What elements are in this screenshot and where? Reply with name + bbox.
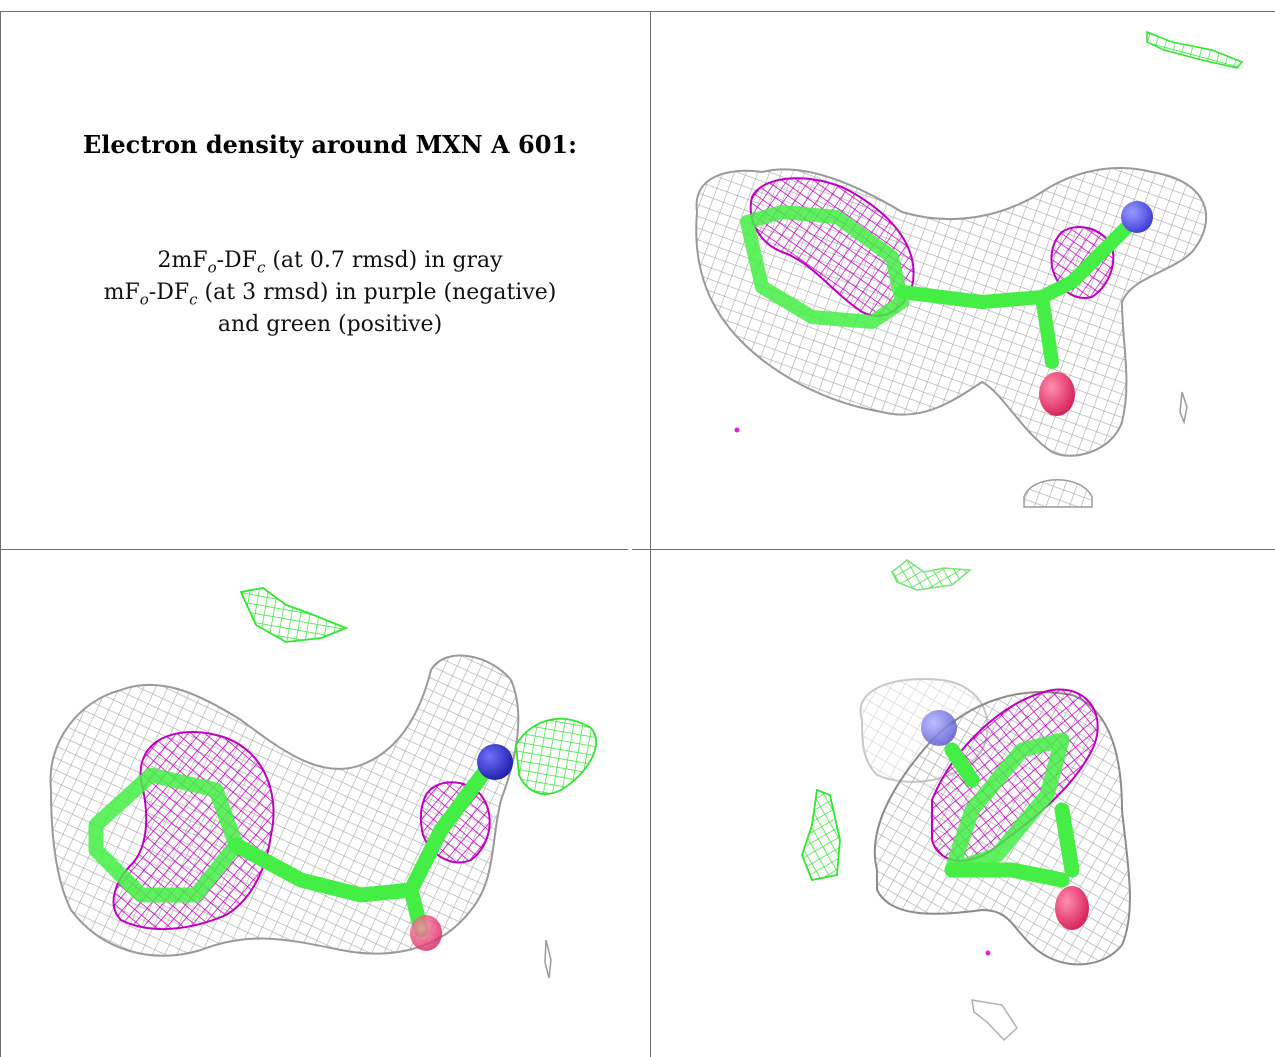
caption-line-positive: and green (positive) <box>217 312 443 337</box>
view-bottom-right <box>652 550 1275 1057</box>
frame-middle-horizontal-right <box>632 549 1275 550</box>
caption-line-2fofc-sub-c: c <box>256 258 266 277</box>
density-positive-blob-top <box>1146 30 1244 69</box>
density-positive-blob-left <box>801 788 841 882</box>
caption-line-2fofc-pre: 2mF <box>157 248 208 273</box>
density-2fofc-blob <box>1023 479 1093 508</box>
frame-left <box>0 11 1 1057</box>
density-2fofc-sliver <box>544 939 552 979</box>
view-bottom-left-render <box>49 587 597 979</box>
view-bottom-left <box>1 550 650 1057</box>
nitrogen-atom <box>1121 201 1153 233</box>
caption-line-fofc-sub-c: c <box>189 290 198 309</box>
view-bottom-right-render <box>801 558 1131 1042</box>
frame-top <box>0 11 1275 12</box>
density-negative-speck <box>985 950 991 956</box>
density-positive-blob-right <box>515 718 597 795</box>
oxygen-atom <box>1055 886 1089 930</box>
caption-line-fofc-sub-o: o <box>139 290 149 309</box>
nitrogen-atom <box>477 744 513 780</box>
ligand-sticks <box>740 205 1139 369</box>
oxygen-atom <box>1039 372 1075 416</box>
density-2fofc-blob <box>971 999 1018 1042</box>
frame-middle-horizontal-left <box>0 549 628 550</box>
caption-line-fofc-post: (at 3 rmsd) in purple (negative) <box>197 280 557 305</box>
density-positive-blob-top <box>890 558 973 591</box>
view-top-right <box>652 12 1275 548</box>
caption-line-fofc-mid: -DF <box>148 280 190 305</box>
caption-line-fofc: mFo-DFc (at 3 rmsd) in purple (negative) <box>10 280 650 308</box>
caption-panel: Electron density around MXN A 601: 2mFo-… <box>10 0 650 548</box>
caption-line-2fofc-post: (at 0.7 rmsd) in gray <box>265 248 503 273</box>
density-negative-speck <box>734 427 740 433</box>
caption-title: Electron density around MXN A 601: <box>82 130 577 159</box>
density-positive-blob-top <box>239 587 349 643</box>
caption-line-2fofc-mid: -DF <box>216 248 257 273</box>
nitrogen-atom <box>921 710 957 746</box>
oxygen-atom <box>410 915 442 951</box>
caption-line-fofc-pre: mF <box>103 280 140 305</box>
density-2fofc-sliver <box>1179 391 1188 425</box>
caption-line-2fofc: 2mFo-DFc (at 0.7 rmsd) in gray <box>10 248 650 276</box>
view-top-right-render <box>695 30 1244 508</box>
frame-middle-vertical <box>650 11 651 1057</box>
ligand-sticks <box>944 732 1080 888</box>
caption-line-2fofc-sub-o: o <box>207 258 217 277</box>
